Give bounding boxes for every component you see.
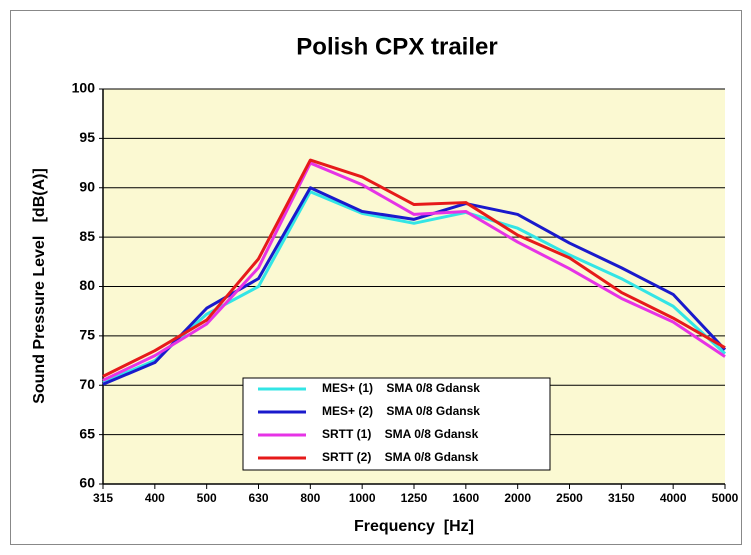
legend-box — [242, 377, 551, 471]
x-tick-label: 1250 — [401, 491, 428, 505]
y-tick-label: 95 — [79, 129, 95, 145]
y-axis-label: Sound Pressure Level [dB(A)] — [31, 168, 48, 404]
legend-label: SRTT (2) SMA 0/8 Gdansk — [322, 450, 479, 464]
series-line — [102, 190, 727, 384]
series-line — [102, 186, 727, 386]
x-tick-label: 1600 — [452, 491, 479, 505]
y-tick-label: 70 — [79, 376, 95, 392]
x-tick-label: 400 — [145, 491, 165, 505]
x-axis-label: Frequency [Hz] — [354, 518, 474, 535]
chart-title: Polish CPX trailer — [296, 33, 497, 60]
legend-label: MES+ (1) SMA 0/8 Gdansk — [322, 381, 480, 395]
y-tick-label: 80 — [79, 277, 95, 293]
x-tick-label: 315 — [93, 491, 113, 505]
y-tick-label: 100 — [72, 80, 96, 96]
series-line — [102, 161, 726, 382]
y-tick-label: 85 — [79, 228, 95, 244]
x-tick-label: 3150 — [608, 491, 635, 505]
x-tick-label: 630 — [248, 491, 268, 505]
y-tick-label: 65 — [79, 425, 95, 441]
x-tick-label: 1000 — [349, 491, 376, 505]
y-tick-label: 90 — [79, 178, 95, 194]
x-tick-label: 500 — [197, 491, 217, 505]
x-tick-label: 5000 — [712, 491, 739, 505]
x-tick-label: 4000 — [660, 491, 687, 505]
y-tick-label: 75 — [79, 327, 95, 343]
series-line — [102, 158, 726, 378]
y-tick-label: 60 — [79, 475, 95, 491]
x-tick-label: 2500 — [556, 491, 583, 505]
x-tick-label: 800 — [300, 491, 320, 505]
legend-label: SRTT (1) SMA 0/8 Gdansk — [322, 427, 479, 441]
x-tick-label: 2000 — [504, 491, 531, 505]
legend-label: MES+ (2) SMA 0/8 Gdansk — [322, 404, 480, 418]
